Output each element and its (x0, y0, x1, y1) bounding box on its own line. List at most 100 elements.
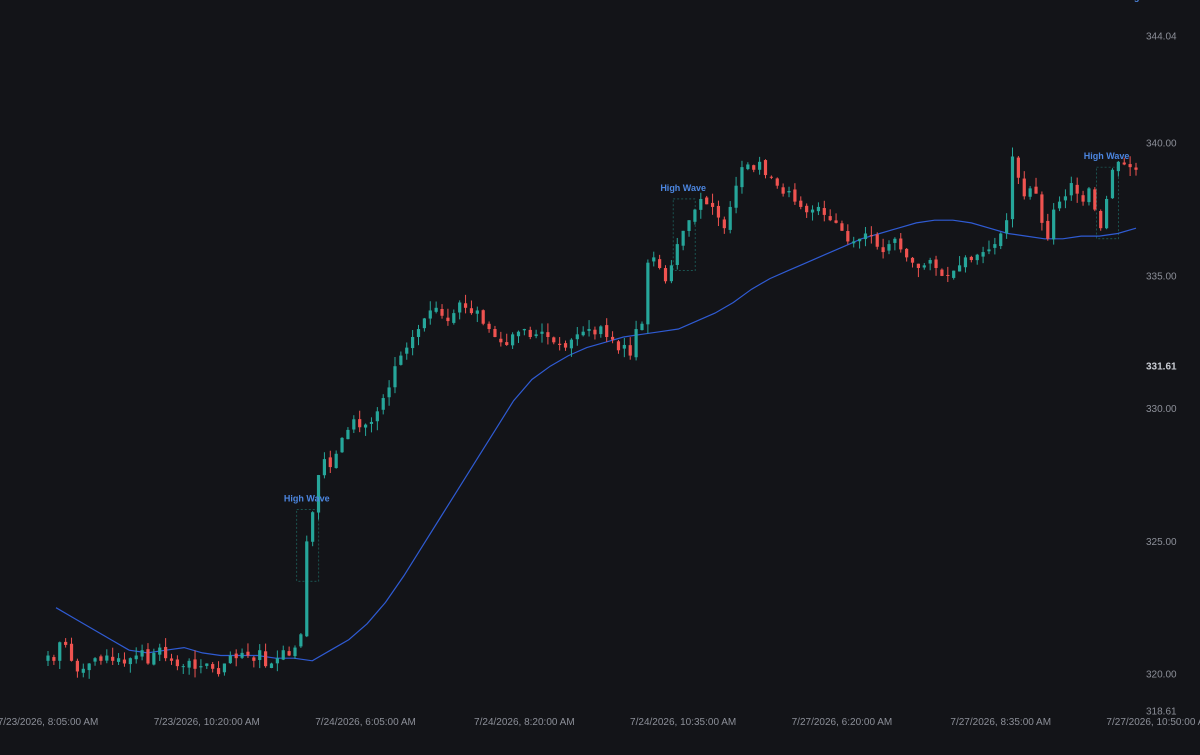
candle-body (681, 230, 685, 246)
candle (834, 213, 838, 224)
candle (605, 318, 609, 342)
candle (111, 647, 115, 665)
candle (475, 306, 479, 323)
candle-body (552, 337, 556, 343)
candle-body (663, 268, 668, 282)
y-axis: 344.04 340.00 335.00 331.61 330.00 325.00 320.… (1146, 32, 1177, 718)
candle-body (140, 650, 144, 657)
candle-body (434, 307, 438, 312)
x-tick-label: 7/24/2026, 6:05:00 AM (315, 717, 416, 728)
candle (352, 415, 356, 434)
candle (722, 216, 726, 234)
candle-body (222, 663, 227, 673)
candle (199, 659, 203, 674)
candle (369, 417, 374, 433)
candle-body (781, 187, 785, 194)
candle-body (352, 419, 356, 430)
candle (522, 328, 526, 336)
candle-body (1028, 188, 1032, 197)
candle-body (181, 666, 185, 668)
candle (875, 232, 879, 250)
candle (546, 323, 550, 345)
candle-body (405, 347, 409, 354)
candle-body (81, 668, 85, 673)
candle-body (775, 178, 779, 186)
candle (69, 637, 74, 662)
y-tick-label: 331.61 (1146, 361, 1177, 372)
candle (122, 652, 127, 667)
candle (993, 237, 997, 255)
candle (1075, 177, 1079, 203)
candle (575, 327, 579, 346)
candle-body (928, 260, 932, 264)
candle (957, 256, 962, 272)
candle-body (652, 257, 656, 262)
candle (810, 205, 815, 221)
candle-body (534, 334, 538, 337)
candle (252, 655, 256, 668)
candle (616, 339, 621, 354)
candle (46, 650, 50, 667)
candle (446, 308, 450, 326)
candle-body (675, 244, 679, 265)
candle-body (1057, 201, 1062, 209)
candle-body (1075, 184, 1079, 194)
candle-body (758, 161, 762, 170)
candle (1034, 177, 1038, 194)
candle (1104, 195, 1109, 230)
candle-body (946, 274, 950, 276)
candle-body (805, 205, 809, 213)
candle (428, 301, 432, 325)
pattern-box (296, 509, 320, 582)
candle-body (64, 641, 68, 645)
candle (311, 511, 315, 547)
candle-body (981, 252, 985, 257)
candle (1134, 162, 1138, 176)
candle-body (975, 254, 979, 261)
candle-body (99, 656, 103, 661)
candle (857, 238, 862, 249)
candle (358, 410, 362, 433)
y-tick-label: 344.04 (1146, 32, 1177, 43)
candle-body (640, 323, 644, 331)
candle-body (616, 341, 621, 351)
candle-body (934, 259, 938, 268)
x-tick-label: 7/23/2026, 8:05:00 AM (0, 717, 98, 728)
candle-body (1063, 196, 1068, 201)
candle (381, 394, 385, 415)
candle (499, 331, 503, 347)
pattern-box (672, 198, 696, 271)
candle (734, 176, 738, 214)
candle-body (1110, 169, 1115, 199)
candle-body (581, 331, 585, 336)
candle-body (593, 329, 597, 335)
candle (1016, 155, 1020, 185)
candle-body (869, 235, 873, 237)
candle (975, 253, 979, 265)
candle-body (234, 653, 238, 659)
x-tick-label: 7/23/2026, 10:20:00 AM (154, 717, 260, 728)
candle-body (458, 302, 462, 313)
candle-body (1052, 209, 1056, 240)
candle (481, 309, 485, 326)
candle (487, 321, 491, 333)
candle-body (1010, 156, 1015, 220)
candle-body (887, 244, 891, 251)
candle-body (793, 189, 797, 202)
candle (763, 159, 768, 179)
candle-body (540, 331, 544, 334)
pattern-label: High Wave (660, 183, 706, 193)
candle-body (269, 663, 274, 668)
candle (158, 643, 162, 661)
candle-body (440, 308, 444, 316)
candle (816, 202, 821, 216)
x-tick-label: 7/27/2026, 10:50:00 AM (1106, 717, 1200, 728)
candle-body (387, 387, 391, 398)
candle-body (963, 257, 968, 268)
candle (599, 325, 603, 338)
candle (1093, 187, 1097, 212)
candle-body (905, 248, 909, 258)
candle-body (952, 270, 956, 278)
candle-body (393, 366, 397, 388)
